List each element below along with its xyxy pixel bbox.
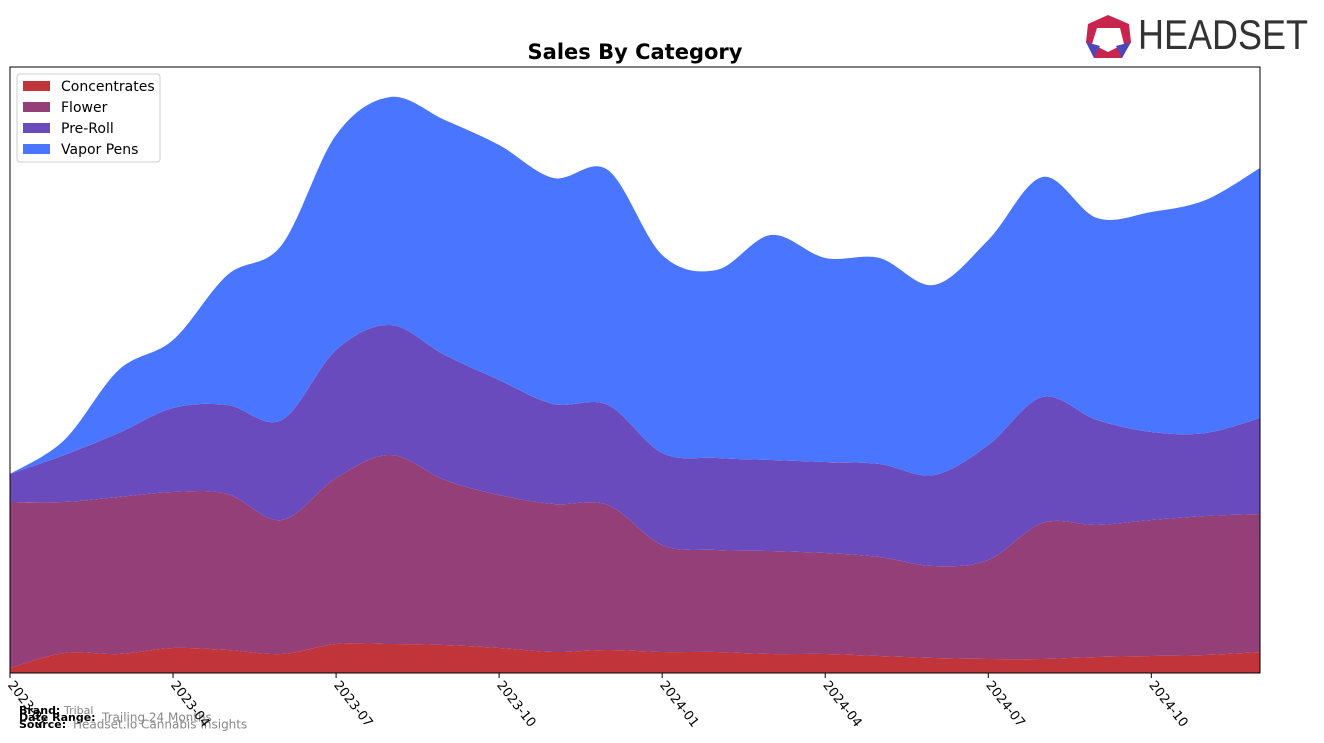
footer-value: Headset.io Cannabis Insights xyxy=(73,718,247,732)
footer-label: Date Range: xyxy=(19,711,96,724)
footer-label: Brand: xyxy=(19,704,60,717)
chart-title: Sales By Category xyxy=(528,40,743,64)
x-tick-label: 2024-01 xyxy=(656,678,701,730)
legend: Concentrates Flower Pre-Roll Vapor Pens xyxy=(16,73,161,163)
legend-label: Concentrates xyxy=(61,79,155,95)
legend-label: Pre-Roll xyxy=(61,121,114,137)
legend-label: Flower xyxy=(61,100,108,116)
x-tick-label: 2024-04 xyxy=(819,678,864,730)
area xyxy=(10,643,1260,673)
logo-mark xyxy=(1086,42,1100,58)
logo-mark xyxy=(1116,42,1131,58)
footer-value: Tribal xyxy=(63,704,93,717)
legend-swatch xyxy=(23,144,50,154)
legend-label: Vapor Pens xyxy=(61,142,138,158)
plot xyxy=(10,96,1260,673)
legend-frame xyxy=(16,73,161,163)
area xyxy=(10,324,1260,567)
legend-swatch xyxy=(23,102,50,112)
area xyxy=(10,96,1260,476)
x-tick-label: 2024-07 xyxy=(982,678,1027,730)
legend-swatch xyxy=(23,81,50,91)
x-tick-label: 2023-07 xyxy=(330,678,375,730)
footer-label: Source: xyxy=(19,718,66,731)
footer-value: Trailing 24 Months xyxy=(101,711,212,725)
plot-frame xyxy=(9,66,1261,674)
footer: Brand: Tribal Date Range: Trailing 24 Mo… xyxy=(19,704,247,732)
area xyxy=(10,454,1260,668)
logo: HEADSET xyxy=(1086,11,1308,58)
legend-swatch xyxy=(23,123,50,133)
x-tick-label: 2023-10 xyxy=(493,678,538,730)
logo-text: HEADSET xyxy=(1138,11,1308,58)
x-tick-label: 2024-10 xyxy=(1145,678,1190,730)
